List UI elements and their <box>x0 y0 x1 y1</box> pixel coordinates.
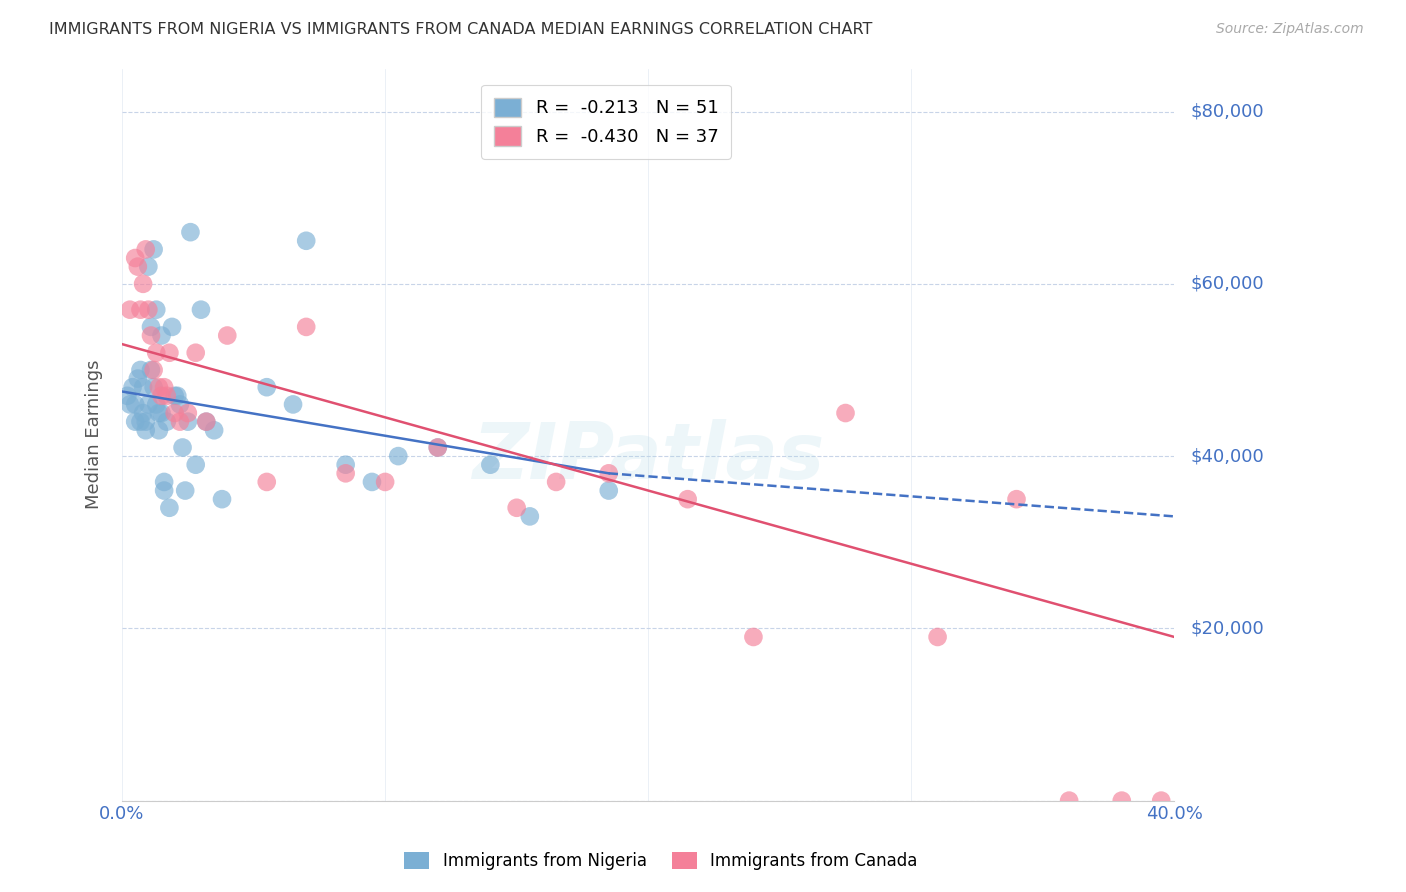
Point <box>118 302 141 317</box>
Point <box>150 389 173 403</box>
Point <box>163 389 186 403</box>
Point <box>124 415 146 429</box>
Point <box>135 415 157 429</box>
Point <box>195 415 218 429</box>
Point <box>166 389 188 403</box>
Point <box>374 475 396 489</box>
Point <box>519 509 541 524</box>
Point <box>256 475 278 489</box>
Text: $80,000: $80,000 <box>1189 103 1264 120</box>
Point <box>1150 794 1173 808</box>
Point <box>148 423 170 437</box>
Point <box>169 397 191 411</box>
Point <box>121 380 143 394</box>
Point <box>195 415 218 429</box>
Point <box>127 371 149 385</box>
Point <box>129 363 152 377</box>
Point <box>174 483 197 498</box>
Point <box>177 415 200 429</box>
Point <box>118 397 141 411</box>
Point <box>135 243 157 257</box>
Point <box>156 389 179 403</box>
Point <box>387 449 409 463</box>
Point <box>426 441 449 455</box>
Point <box>132 380 155 394</box>
Point <box>124 397 146 411</box>
Point <box>138 302 160 317</box>
Point <box>426 441 449 455</box>
Point <box>129 302 152 317</box>
Point <box>184 458 207 472</box>
Point <box>202 423 225 437</box>
Point <box>163 406 186 420</box>
Point <box>132 406 155 420</box>
Point <box>153 475 176 489</box>
Point <box>148 380 170 394</box>
Point <box>295 319 318 334</box>
Point <box>834 406 856 420</box>
Point <box>124 251 146 265</box>
Point <box>179 225 201 239</box>
Point <box>742 630 765 644</box>
Text: Source: ZipAtlas.com: Source: ZipAtlas.com <box>1216 22 1364 37</box>
Point <box>142 380 165 394</box>
Legend: Immigrants from Nigeria, Immigrants from Canada: Immigrants from Nigeria, Immigrants from… <box>398 845 924 877</box>
Point <box>145 345 167 359</box>
Point <box>281 397 304 411</box>
Text: $20,000: $20,000 <box>1189 619 1264 638</box>
Point <box>150 406 173 420</box>
Point <box>157 500 180 515</box>
Y-axis label: Median Earnings: Median Earnings <box>86 359 103 509</box>
Point <box>127 260 149 274</box>
Point <box>211 492 233 507</box>
Legend: R =  -0.213   N = 51, R =  -0.430   N = 37: R = -0.213 N = 51, R = -0.430 N = 37 <box>481 85 731 159</box>
Point <box>153 483 176 498</box>
Point <box>142 363 165 377</box>
Point <box>676 492 699 507</box>
Point <box>132 277 155 291</box>
Point <box>160 319 183 334</box>
Point <box>546 475 568 489</box>
Point <box>153 380 176 394</box>
Point <box>1005 492 1028 507</box>
Point <box>295 234 318 248</box>
Point <box>156 415 179 429</box>
Point <box>177 406 200 420</box>
Point <box>139 319 162 334</box>
Point <box>598 483 620 498</box>
Point <box>172 441 194 455</box>
Point <box>1111 794 1133 808</box>
Point <box>335 467 357 481</box>
Point <box>190 302 212 317</box>
Point <box>145 302 167 317</box>
Point <box>148 406 170 420</box>
Point <box>169 415 191 429</box>
Text: $40,000: $40,000 <box>1189 447 1264 465</box>
Point <box>598 467 620 481</box>
Point <box>479 458 502 472</box>
Point <box>150 328 173 343</box>
Text: IMMIGRANTS FROM NIGERIA VS IMMIGRANTS FROM CANADA MEDIAN EARNINGS CORRELATION CH: IMMIGRANTS FROM NIGERIA VS IMMIGRANTS FR… <box>49 22 873 37</box>
Point <box>157 345 180 359</box>
Point <box>129 415 152 429</box>
Point <box>256 380 278 394</box>
Point <box>217 328 239 343</box>
Point <box>1057 794 1080 808</box>
Point <box>361 475 384 489</box>
Point <box>927 630 949 644</box>
Point <box>142 243 165 257</box>
Point <box>135 423 157 437</box>
Point <box>139 328 162 343</box>
Point <box>184 345 207 359</box>
Point <box>335 458 357 472</box>
Point <box>139 363 162 377</box>
Point <box>117 389 139 403</box>
Point <box>138 397 160 411</box>
Point <box>145 397 167 411</box>
Point <box>138 260 160 274</box>
Point <box>505 500 527 515</box>
Text: ZIPatlas: ZIPatlas <box>472 418 824 494</box>
Text: $60,000: $60,000 <box>1189 275 1264 293</box>
